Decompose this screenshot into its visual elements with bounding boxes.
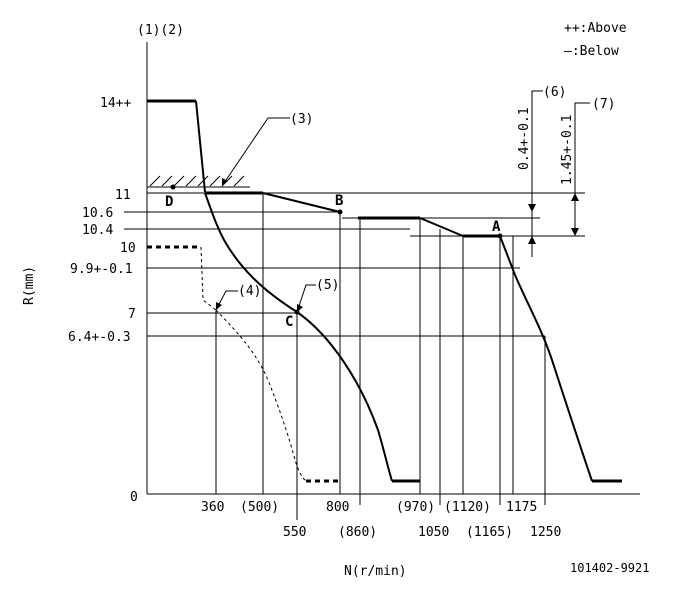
y-axis-label: R(mm) [22, 266, 37, 305]
x-tick-800: 800 [326, 500, 349, 515]
dim-7-arrow-top [571, 193, 579, 201]
curve-through-c [204, 192, 393, 482]
y-tick-10-6: 10.6 [82, 206, 113, 221]
dim-6-arrow-bottom [528, 236, 536, 244]
point-a-marker [497, 233, 503, 239]
point-b-marker [337, 209, 343, 215]
x-tick-970: (970) [396, 500, 435, 515]
dashed-drop [200, 246, 217, 311]
y-tick-6-4: 6.4+-0.3 [68, 330, 131, 345]
y-tick-10-4: 10.4 [82, 223, 113, 238]
y-tick-11: 11 [115, 188, 131, 203]
dim-7-line [574, 102, 590, 236]
footer-code: 101402-9921 [570, 561, 649, 575]
dim-7-arrow-bottom [571, 228, 579, 236]
dim-6-line [531, 90, 543, 257]
y-tick-14: 14++ [100, 96, 131, 111]
point-d-label: D [165, 194, 173, 210]
y-tick-10: 10 [120, 241, 136, 256]
point-d-marker [170, 184, 176, 190]
callout-5-label: (5) [316, 278, 339, 293]
callout-5-leader [296, 284, 316, 313]
y-tick-7: 7 [128, 307, 136, 322]
callout-3-arrow [222, 178, 228, 186]
x-tick-500: (500) [240, 500, 279, 515]
y-axis-top-label: (1)(2) [137, 23, 184, 38]
legend-below: —:Below [564, 44, 619, 59]
point-c-label: C [285, 314, 293, 330]
callout-4-label: (4) [238, 284, 261, 299]
curve-slope-a [419, 217, 464, 237]
x-tick-550: 550 [283, 525, 306, 540]
callout-5-arrow [297, 304, 303, 312]
x-tick-1050: 1050 [418, 525, 449, 540]
y-tick-0: 0 [130, 490, 138, 505]
x-axis-label: N(r/min) [344, 564, 407, 579]
x-tick-1165: (1165) [466, 525, 513, 540]
curve-drop-1 [195, 100, 206, 193]
tolerance-6: 0.4+-0.1 [517, 107, 532, 170]
callout-6-label: (6) [543, 85, 566, 100]
curve-high-speed-drop [499, 235, 593, 482]
x-tick-360: 360 [201, 500, 224, 515]
x-tick-1175: 1175 [506, 500, 537, 515]
x-tick-1250: 1250 [530, 525, 561, 540]
dim-6-arrow-top [528, 204, 536, 212]
callout-4-arrow [216, 302, 222, 310]
legend-above: ++:Above [564, 21, 627, 36]
stopper-hatch [149, 175, 245, 187]
callout-7-label: (7) [592, 97, 615, 112]
x-tick-1120: (1120) [444, 500, 491, 515]
y-tick-9-9: 9.9+-0.1 [70, 262, 133, 277]
point-b-label: B [335, 193, 343, 209]
tolerance-7: 1.45+-0.1 [560, 115, 575, 185]
point-a-label: A [492, 219, 501, 235]
callout-3-label: (3) [290, 112, 313, 127]
curve-slope-b [262, 192, 341, 213]
x-tick-860: (860) [338, 525, 377, 540]
callout-4-leader [215, 290, 238, 311]
callout-3-leader [221, 117, 290, 187]
